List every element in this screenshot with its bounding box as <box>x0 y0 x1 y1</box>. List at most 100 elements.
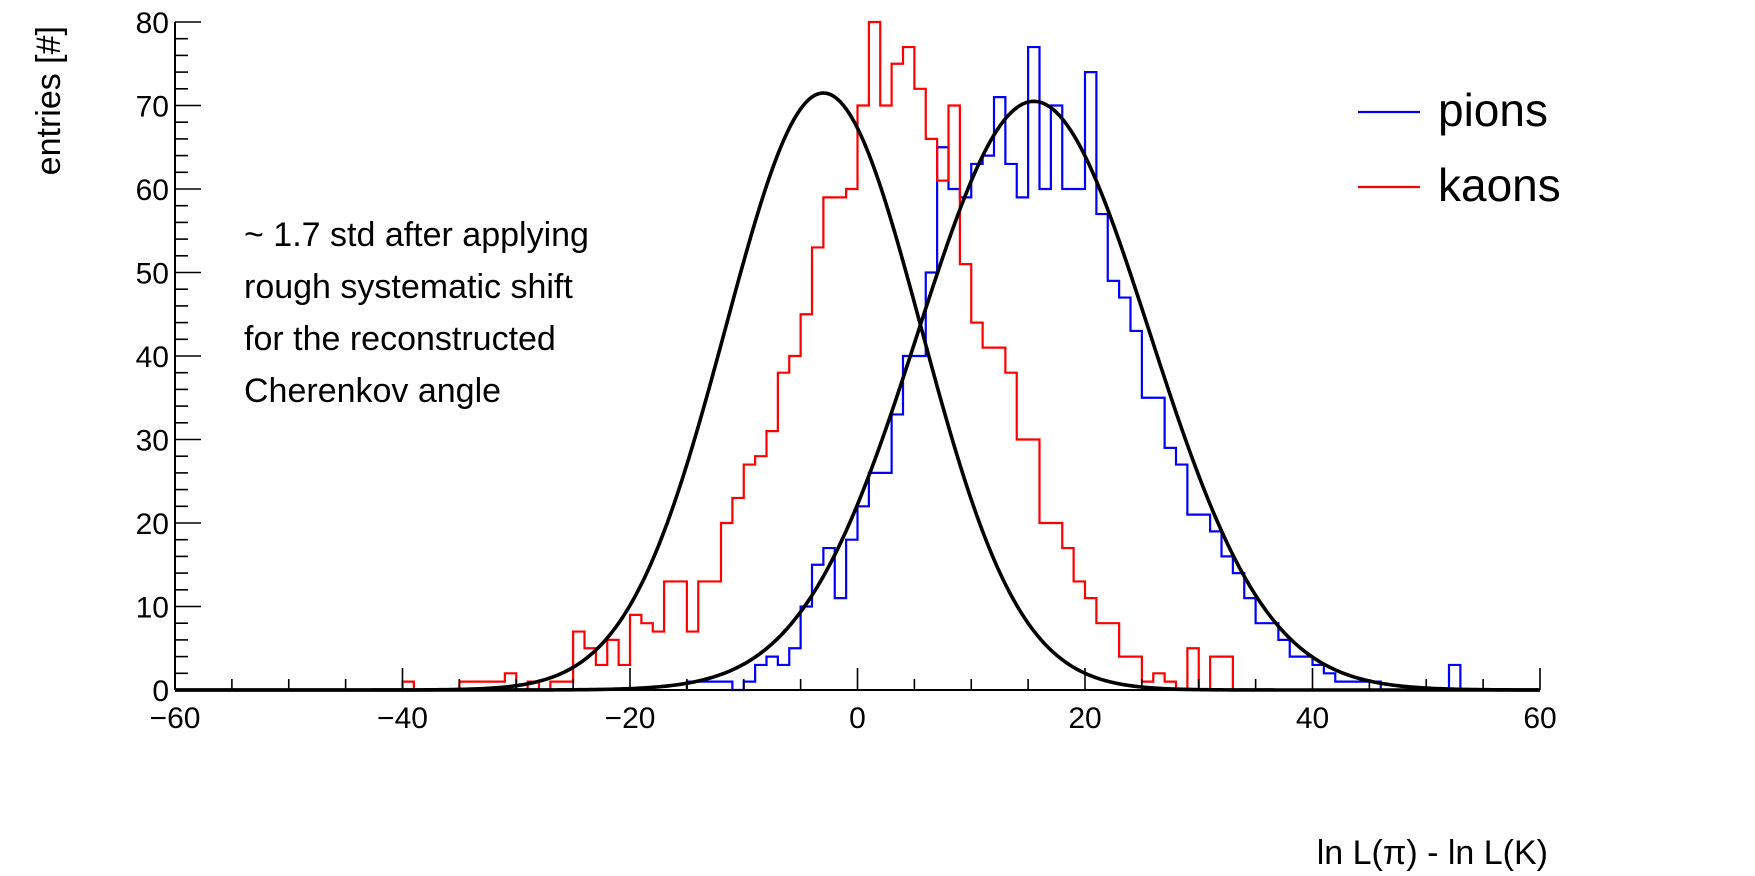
pions-bin <box>698 682 709 690</box>
y-tick-label: 70 <box>136 91 169 124</box>
y-tick-label: 20 <box>136 508 169 541</box>
kaons-bin <box>926 139 937 690</box>
kaons-bin <box>789 356 800 690</box>
kaons-bin <box>767 431 778 690</box>
pions-bin <box>914 356 925 690</box>
kaons-bin <box>596 665 607 690</box>
pions-bin <box>1142 398 1153 690</box>
kaons-bin <box>1005 373 1016 690</box>
kaons-bin <box>732 498 743 690</box>
y-tick-label: 30 <box>136 425 169 458</box>
x-axis-title: ln L(π) - ln L(K) <box>1317 834 1548 872</box>
pions-bin <box>755 665 766 690</box>
pions-bin <box>1187 515 1198 690</box>
kaons-bin <box>858 106 869 691</box>
kaons-bin <box>812 247 823 690</box>
pions-bin <box>1256 623 1267 690</box>
y-tick-label: 40 <box>136 341 169 374</box>
pions-bin <box>744 682 755 690</box>
annotation-line: ~ 1.7 std after applying <box>244 216 589 254</box>
pions-bin <box>1074 189 1085 690</box>
pions-bin <box>1119 298 1130 690</box>
pions-bin <box>1290 657 1301 690</box>
kaons-bin <box>949 106 960 691</box>
pions-bin <box>1005 164 1016 690</box>
x-tick-label: −60 <box>150 702 201 735</box>
pions-bin <box>994 97 1005 690</box>
pions-bin <box>1313 665 1324 690</box>
kaons-bin <box>1062 548 1073 690</box>
pions-bin <box>1028 47 1039 690</box>
pions-bin <box>1176 465 1187 690</box>
pions-bin <box>846 540 857 690</box>
kaons-bin <box>676 581 687 690</box>
pions-bin <box>721 682 732 690</box>
pions-bin <box>1222 556 1233 690</box>
pions-bin <box>858 506 869 690</box>
x-tick-label: −20 <box>605 702 656 735</box>
pions-bin <box>1040 189 1051 690</box>
pions-bin <box>1096 214 1107 690</box>
pions-bin <box>869 473 880 690</box>
y-tick-label: 80 <box>136 7 169 40</box>
kaons-bin <box>869 22 880 690</box>
pions-bin <box>778 665 789 690</box>
pions-histogram <box>685 45 1495 692</box>
kaons-bin <box>914 89 925 690</box>
pions-bin <box>1199 515 1210 690</box>
kaons-bin <box>721 523 732 690</box>
kaons-bin <box>1210 657 1221 690</box>
kaons-bin <box>823 197 834 690</box>
y-tick-label: 10 <box>136 592 169 625</box>
kaons-bin <box>835 197 846 690</box>
pions-bin <box>1210 531 1221 690</box>
kaons-bin <box>698 581 709 690</box>
pions-bin <box>1051 106 1062 691</box>
pions-bin <box>892 414 903 690</box>
kaons-bin <box>801 314 812 690</box>
pions-bin <box>801 607 812 691</box>
kaons-bin <box>778 373 789 690</box>
kaons-bin <box>619 665 630 690</box>
kaons-bin <box>641 623 652 690</box>
kaons-bin <box>1017 440 1028 691</box>
kaons-bin <box>1028 440 1039 691</box>
pions-bin <box>949 189 960 690</box>
kaons-bin <box>892 64 903 690</box>
pions-bin <box>1153 398 1164 690</box>
pions-bin <box>1278 640 1289 690</box>
y-tick-label: 50 <box>136 258 169 291</box>
kaons-bin <box>1051 523 1062 690</box>
pions-bin <box>1449 665 1460 690</box>
kaons-bin <box>630 615 641 690</box>
x-tick-label: 0 <box>849 702 866 735</box>
pions-bin <box>1244 598 1255 690</box>
legend: pions kaons <box>1358 84 1561 211</box>
kaons-step-line <box>401 20 1245 692</box>
pions-bin <box>1062 189 1073 690</box>
labels: ln L(π) - ln L(K) entries [#] <box>30 26 1548 872</box>
pions-bin <box>1108 281 1119 690</box>
pions-bin <box>1131 331 1142 690</box>
kaons-bin <box>664 581 675 690</box>
x-tick-label: −40 <box>377 702 428 735</box>
kaons-bin <box>1187 648 1198 690</box>
kaons-bin <box>983 348 994 690</box>
pions-bin <box>880 473 891 690</box>
pions-bin <box>903 356 914 690</box>
kaons-histogram <box>401 20 1245 692</box>
annotation: ~ 1.7 std after applying rough systematic… <box>244 216 589 410</box>
pions-bin <box>1233 573 1244 690</box>
kaons-bin <box>1222 657 1233 690</box>
pions-bin <box>960 197 971 690</box>
legend-label-pions: pions <box>1438 84 1548 136</box>
pions-bin <box>1324 673 1335 690</box>
y-tick-label: 0 <box>152 675 169 708</box>
pions-bin <box>1267 623 1278 690</box>
x-tick-label: 20 <box>1068 702 1101 735</box>
x-tick-label: 60 <box>1523 702 1556 735</box>
y-tick-label: 60 <box>136 174 169 207</box>
pions-bin <box>710 682 721 690</box>
kaons-bin <box>1040 523 1051 690</box>
